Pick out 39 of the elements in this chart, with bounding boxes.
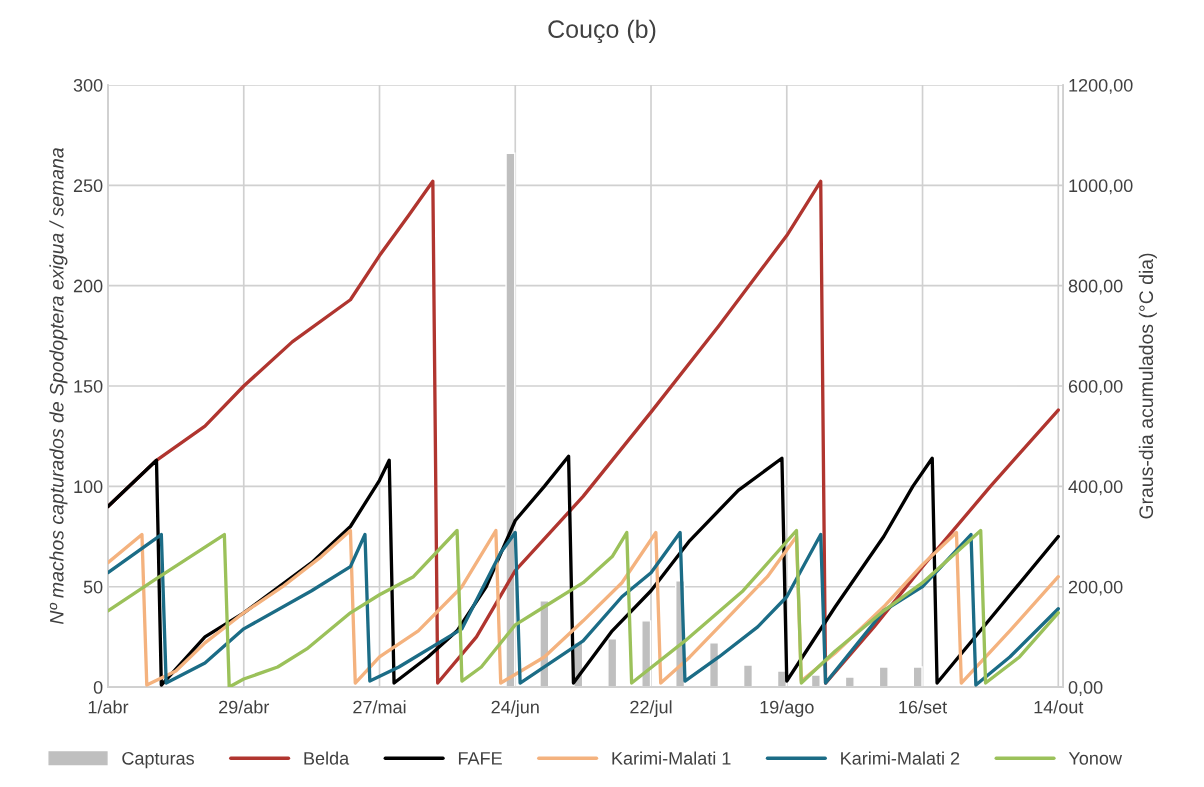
y-tick-label: 300 <box>73 78 103 92</box>
legend-label: FAFE <box>458 752 502 765</box>
legend-label: Capturas <box>122 751 194 769</box>
y2-tick-label: 0,00 <box>1068 680 1103 696</box>
x-tick-label: 1/abr <box>88 700 129 714</box>
bar <box>505 152 516 688</box>
x-tick-label: 14/out <box>1034 700 1084 714</box>
bar <box>810 674 821 688</box>
y-tick-label: 50 <box>83 580 103 594</box>
legend-label: Belda <box>304 751 350 765</box>
y2-tick-label: 800,00 <box>1068 279 1123 295</box>
y2-axis-title: Graus-dia acumulados (°C dia) <box>1138 253 1157 519</box>
bar <box>912 666 923 688</box>
y-tick-label: 150 <box>74 379 103 393</box>
y-tick-label: 100 <box>74 480 103 494</box>
legend-label: Karimi-Malati 2 <box>841 751 960 765</box>
y-tick-label: 250 <box>73 179 103 193</box>
bar <box>641 620 652 688</box>
y2-tick-label: 400,00 <box>1068 480 1123 496</box>
legend-label: Karimi-Malati 1 <box>612 751 731 765</box>
y2-tick-label: 1000,00 <box>1069 179 1133 195</box>
y2-tick-label: 1200,00 <box>1069 78 1133 94</box>
x-tick-label: 27/mai <box>353 700 406 714</box>
bar <box>607 638 618 688</box>
bar <box>844 676 855 688</box>
legend-label: Yonow <box>1068 752 1123 765</box>
y-tick-label: 0 <box>93 680 103 694</box>
y-axis-title: Nº machos capturados de Spodoptera exigua / semana <box>49 148 68 625</box>
chart-title: Couço (b) <box>548 19 656 44</box>
y2-tick-label: 600,00 <box>1068 379 1123 395</box>
x-tick-label: 19/ago <box>760 700 814 718</box>
x-tick-label: 29/abr <box>219 700 270 714</box>
x-tick-label: 22/jul <box>630 700 672 718</box>
x-tick-label: 24/jun <box>491 700 539 718</box>
bar <box>742 664 754 688</box>
y-tick-label: 200 <box>73 279 103 293</box>
y2-tick-label: 200,00 <box>1068 580 1123 596</box>
x-tick-label: 16/set <box>899 700 947 714</box>
bar <box>878 666 889 688</box>
